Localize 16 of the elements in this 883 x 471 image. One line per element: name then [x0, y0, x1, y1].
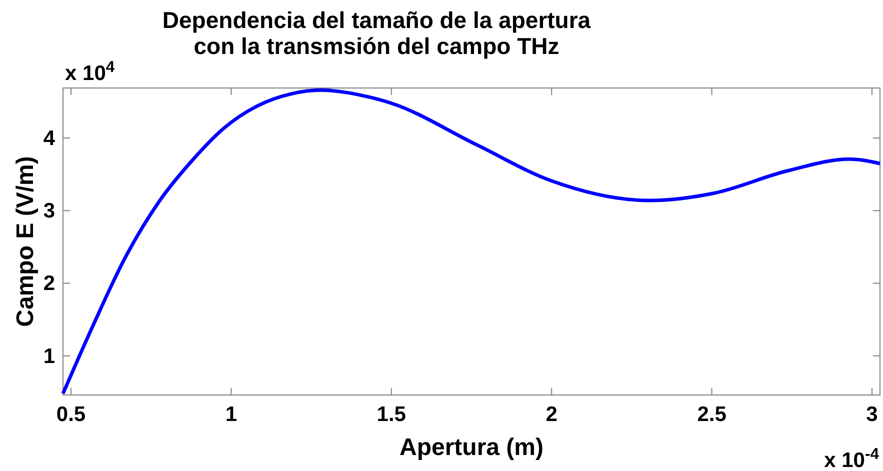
line-series — [61, 88, 882, 396]
x-axis-title: Apertura (m) — [399, 434, 544, 461]
x-tick-label: 3 — [866, 403, 878, 426]
x-tick-label: 1.5 — [376, 403, 406, 426]
x-tick-label: 0.5 — [56, 403, 86, 426]
text: x 10$^{-4}$ — [824, 446, 880, 471]
y-axis-title: Campo E (V/m) — [12, 156, 39, 327]
x-tick-label: 2.5 — [697, 403, 727, 426]
x-tick-label: 2 — [546, 403, 558, 426]
text: x 10$^{4}$ — [65, 58, 115, 85]
chart-title: Dependencia del tamaño de la apertura con la transmsión del campo THz — [162, 7, 591, 59]
x-tick-label: 1 — [225, 403, 238, 426]
y-tick-label: 4 — [43, 127, 56, 150]
y-tick-label: 3 — [43, 200, 55, 223]
y-tick-label: 1 — [43, 344, 56, 368]
y-tick-label: 2 — [43, 272, 55, 296]
